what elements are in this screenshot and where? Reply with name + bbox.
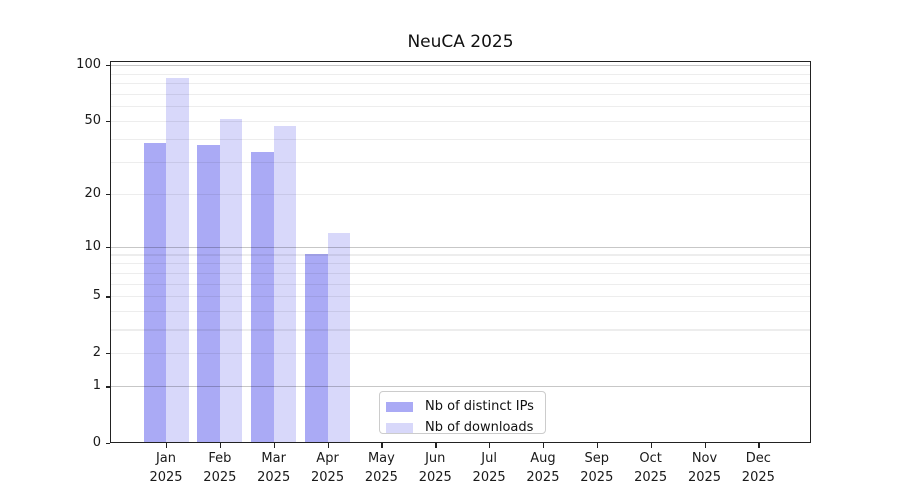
y-tick-label-50: 50 bbox=[84, 112, 101, 128]
gridline-minor-2 bbox=[110, 353, 811, 355]
x-tick-dec bbox=[758, 443, 760, 448]
x-tick-label-nov: Nov 2025 bbox=[687, 451, 722, 485]
gridline-minor-7 bbox=[110, 272, 811, 274]
x-tick-label-oct: Oct 2025 bbox=[634, 451, 668, 485]
x-tick-label-feb: Feb 2025 bbox=[203, 451, 237, 485]
y-tick-label-100: 100 bbox=[76, 57, 101, 72]
x-tick-label-jan: Jan 2025 bbox=[149, 451, 183, 485]
x-tick-jan bbox=[166, 443, 168, 448]
gridline-minor-90 bbox=[110, 73, 811, 75]
y-tick-label-20: 20 bbox=[84, 185, 101, 201]
x-tick-label-sep: Sep 2025 bbox=[580, 451, 614, 485]
gridline-minor-60 bbox=[110, 106, 811, 108]
x-tick-label-may: May 2025 bbox=[364, 451, 398, 485]
bar-downloads-mar bbox=[273, 125, 297, 443]
gridline-minor-8 bbox=[110, 263, 811, 265]
gridline-minor-6 bbox=[110, 283, 811, 285]
gridline-minor-5 bbox=[110, 296, 811, 298]
x-tick-apr bbox=[327, 443, 329, 448]
gridline-minor-40 bbox=[110, 138, 811, 141]
x-tick-nov bbox=[704, 443, 706, 448]
x-tick-oct bbox=[650, 443, 653, 448]
x-tick-aug bbox=[542, 443, 545, 448]
bar-downloads-jan bbox=[166, 78, 189, 443]
x-tick-label-dec: Dec 2025 bbox=[741, 451, 775, 485]
gridline-minor-80 bbox=[110, 83, 811, 85]
bar-distinct-ips-apr bbox=[305, 254, 328, 443]
x-tick-feb bbox=[219, 443, 222, 448]
legend: Nb of distinct IPs Nb of downloads bbox=[379, 391, 546, 435]
gridline-minor-50 bbox=[110, 120, 811, 123]
x-tick-sep bbox=[596, 443, 599, 448]
gridline-major-10 bbox=[110, 246, 811, 248]
y-tick-100 bbox=[106, 65, 110, 67]
y-tick-5 bbox=[106, 296, 110, 298]
x-tick-may bbox=[381, 443, 383, 448]
y-tick-label-10: 10 bbox=[84, 238, 101, 254]
y-tick-1 bbox=[106, 386, 110, 388]
legend-label-downloads: Nb of downloads bbox=[425, 420, 534, 435]
x-tick-label-mar: Mar 2025 bbox=[257, 451, 291, 485]
legend-swatch-downloads bbox=[386, 422, 413, 433]
y-tick-50 bbox=[106, 120, 110, 123]
x-tick-label-jun: Jun 2025 bbox=[418, 451, 452, 485]
gridline-minor-70 bbox=[110, 93, 811, 96]
x-tick-mar bbox=[273, 443, 276, 448]
bar-distinct-ips-jan bbox=[143, 142, 166, 443]
bar-distinct-ips-feb bbox=[197, 145, 220, 443]
y-tick-20 bbox=[106, 193, 110, 196]
bar-distinct-ips-mar bbox=[251, 151, 274, 443]
x-tick-label-apr: Apr 2025 bbox=[311, 451, 345, 485]
gridline-minor-4 bbox=[110, 311, 811, 313]
gridline-minor-30 bbox=[110, 161, 811, 163]
gridline-minor-20 bbox=[110, 193, 811, 195]
y-tick-2 bbox=[106, 353, 110, 355]
gridline-minor-3 bbox=[110, 329, 811, 331]
legend-swatch-distinct-ips bbox=[386, 401, 413, 412]
y-tick-label-5: 5 bbox=[92, 288, 101, 304]
bar-downloads-feb bbox=[219, 119, 243, 443]
x-tick-jul bbox=[489, 443, 491, 448]
legend-item-distinct-ips: Nb of distinct IPs bbox=[386, 396, 545, 417]
chart-title: NeuCA 2025 bbox=[407, 32, 514, 52]
bar-downloads-apr bbox=[327, 232, 351, 443]
y-tick-label-2: 2 bbox=[92, 345, 101, 361]
legend-label-distinct-ips: Nb of distinct IPs bbox=[425, 399, 534, 414]
x-tick-label-aug: Aug 2025 bbox=[526, 451, 560, 485]
y-tick-label-0: 0 bbox=[92, 435, 101, 450]
gridline-major-1 bbox=[110, 386, 811, 388]
y-tick-0 bbox=[106, 443, 110, 445]
x-tick-label-jul: Jul 2025 bbox=[472, 451, 506, 485]
y-tick-label-1: 1 bbox=[92, 378, 101, 394]
y-tick-10 bbox=[106, 246, 110, 248]
x-tick-jun bbox=[435, 443, 437, 448]
gridline-major-100 bbox=[110, 65, 811, 67]
gridline-minor-9 bbox=[110, 254, 811, 256]
legend-item-downloads: Nb of downloads bbox=[386, 417, 545, 438]
